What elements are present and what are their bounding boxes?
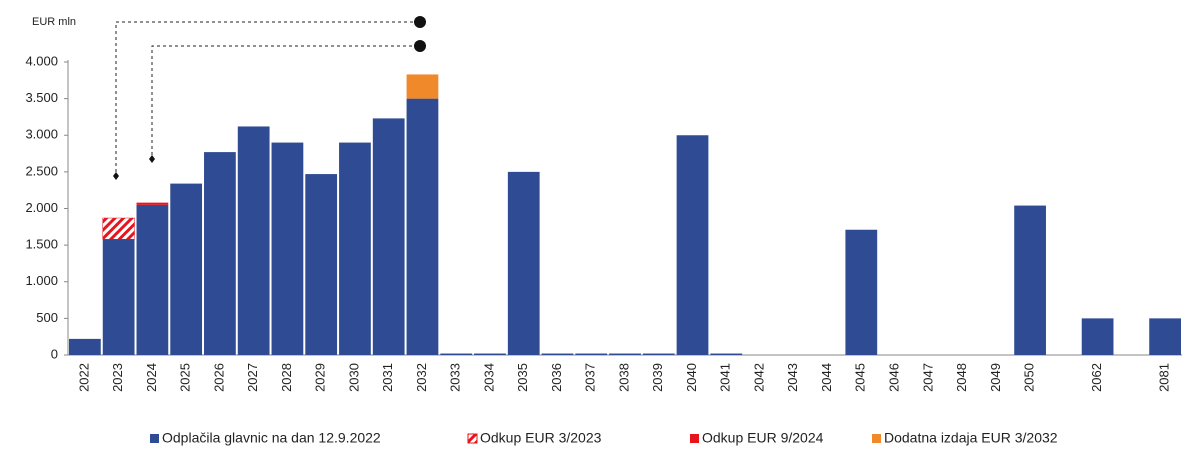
bar — [136, 204, 169, 355]
x-tick-label: 2022 — [76, 363, 91, 392]
y-tick-label: 3.500 — [25, 90, 58, 105]
bar — [406, 98, 439, 355]
x-tick-label: 2042 — [751, 363, 766, 392]
x-tick-label: 2047 — [920, 363, 935, 392]
x-tick-label: 2031 — [380, 363, 395, 392]
x-tick-label: 2036 — [549, 363, 564, 392]
y-tick-label: 4.000 — [25, 53, 58, 68]
x-tick-label: 2043 — [785, 363, 800, 392]
legend-label: Dodatna izdaja EUR 3/2032 — [884, 430, 1058, 446]
x-tick-label: 2062 — [1089, 363, 1104, 392]
y-tick-label: 3.000 — [25, 127, 58, 142]
bar — [575, 353, 608, 355]
bar — [271, 142, 304, 355]
bar — [1081, 318, 1114, 355]
y-tick-label: 1.000 — [25, 273, 58, 288]
bar — [710, 353, 743, 355]
annotation-marker — [149, 155, 155, 163]
y-tick-label: 0 — [51, 346, 58, 361]
annotation-dot — [414, 40, 426, 52]
x-tick-label: 2029 — [313, 363, 328, 392]
x-tick-label: 2032 — [414, 363, 429, 392]
bar — [609, 353, 641, 355]
x-tick-label: 2037 — [583, 363, 598, 392]
x-tick-label: 2040 — [684, 363, 699, 392]
bar — [676, 135, 709, 355]
bar — [102, 217, 135, 240]
x-tick-label: 2025 — [178, 363, 193, 392]
annotation — [115, 21, 420, 172]
x-tick-label: 2046 — [886, 363, 901, 392]
bar — [237, 126, 270, 356]
bar — [507, 171, 540, 355]
bar — [305, 174, 338, 355]
x-tick-label: 2035 — [515, 363, 530, 392]
x-tick-label: 2081 — [1157, 363, 1172, 392]
x-tick-label: 2048 — [954, 363, 969, 392]
legend-label: Odplačila glavnic na dan 12.9.2022 — [162, 430, 381, 446]
y-tick-label: 500 — [36, 310, 58, 325]
x-tick-label: 2050 — [1022, 363, 1037, 392]
bar — [69, 338, 101, 355]
y-tick-label: 2.500 — [25, 163, 58, 178]
bar — [541, 353, 574, 355]
x-tick-label: 2033 — [448, 363, 463, 392]
legend-swatch — [690, 434, 699, 443]
bar — [845, 229, 878, 355]
x-tick-label: 2027 — [245, 363, 260, 392]
legend-swatch — [872, 434, 881, 443]
x-tick-label: 2023 — [110, 363, 125, 392]
bar — [170, 183, 203, 355]
x-tick-label: 2039 — [650, 363, 665, 392]
y-tick-label: 2.000 — [25, 200, 58, 215]
bar — [204, 152, 236, 355]
bar — [136, 202, 169, 205]
annotation-dot — [414, 16, 426, 28]
x-tick-label: 2028 — [279, 363, 294, 392]
x-tick-label: 2024 — [144, 363, 159, 392]
y-tick-label: 1.500 — [25, 237, 58, 252]
x-tick-label: 2044 — [819, 363, 834, 392]
bar — [474, 353, 506, 355]
x-tick-label: 2041 — [718, 363, 733, 392]
annotation-marker — [113, 172, 119, 180]
bar — [1149, 318, 1181, 355]
bar — [372, 118, 405, 355]
legend-swatch — [467, 433, 478, 444]
bar — [642, 353, 675, 355]
bar — [406, 74, 439, 99]
legend-label: Odkup EUR 9/2024 — [702, 430, 824, 446]
bar — [440, 353, 473, 355]
x-tick-label: 2030 — [346, 363, 361, 392]
x-tick-label: 2026 — [211, 363, 226, 392]
legend-label: Odkup EUR 3/2023 — [480, 430, 602, 446]
legend-swatch — [150, 434, 159, 443]
bar — [1014, 205, 1046, 355]
x-tick-label: 2038 — [616, 363, 631, 392]
x-tick-label: 2034 — [481, 363, 496, 392]
y-axis-label: EUR mln — [32, 16, 76, 28]
x-tick-label: 2045 — [853, 363, 868, 392]
bar — [339, 142, 371, 355]
x-tick-label: 2049 — [988, 363, 1003, 392]
bar — [102, 239, 135, 355]
